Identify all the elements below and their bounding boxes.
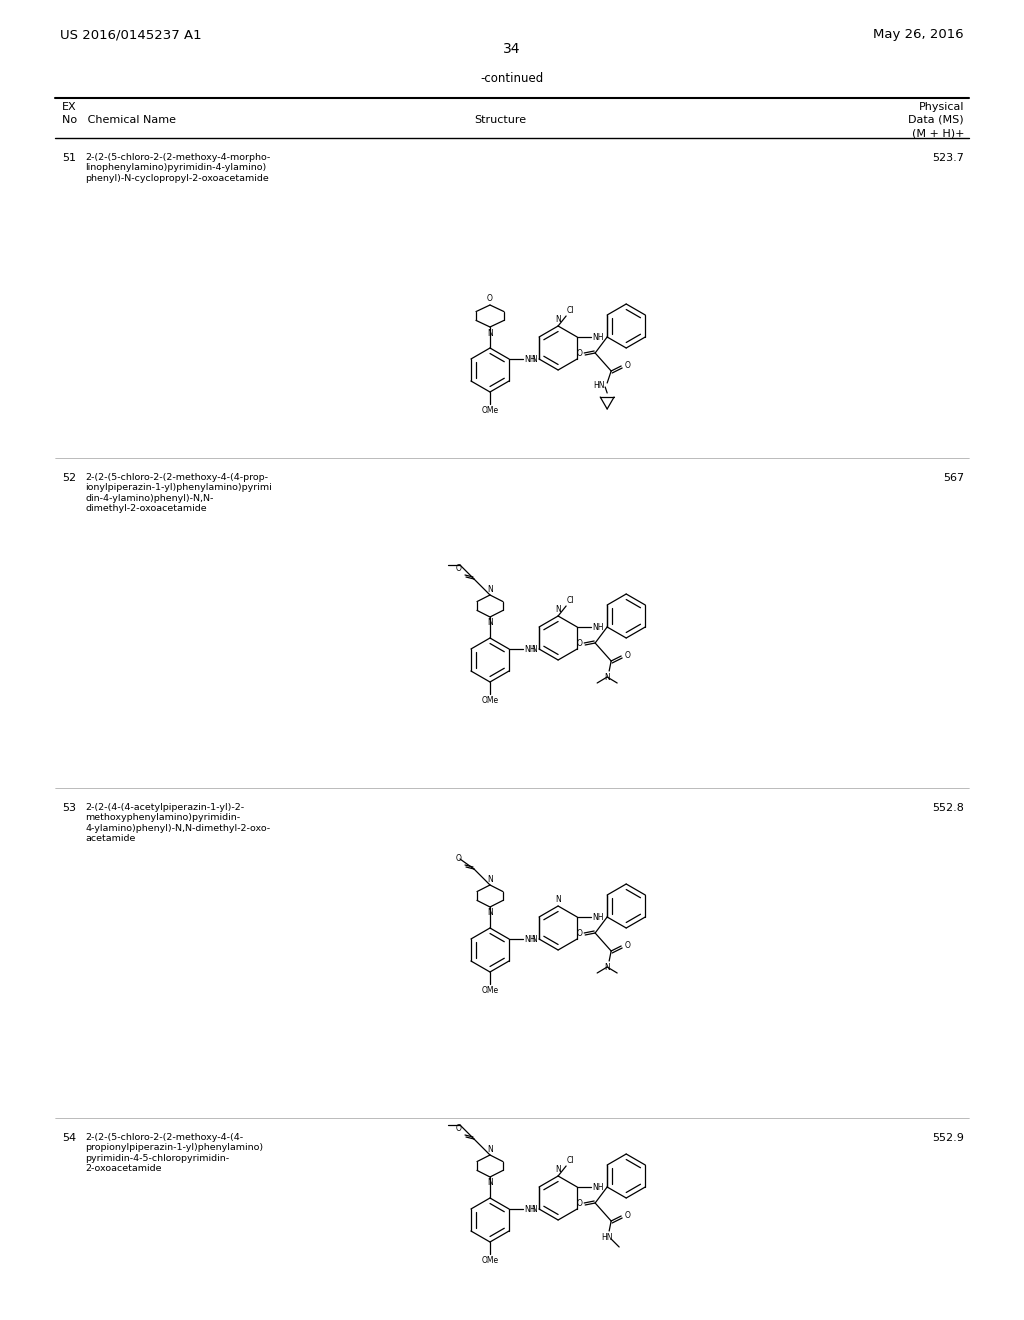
Text: Physical: Physical (919, 102, 964, 112)
Text: Cl: Cl (567, 306, 574, 315)
Text: N: N (604, 672, 610, 681)
Text: N: N (555, 605, 561, 614)
Text: O: O (456, 1125, 462, 1133)
Text: NH: NH (524, 644, 536, 653)
Text: OMe: OMe (481, 696, 499, 705)
Text: N: N (487, 329, 493, 338)
Text: HN: HN (601, 1233, 613, 1242)
Text: OMe: OMe (481, 986, 499, 995)
Text: 552.9: 552.9 (932, 1133, 964, 1143)
Text: NH: NH (592, 912, 604, 921)
Text: 51: 51 (62, 153, 76, 162)
Text: N: N (555, 315, 561, 323)
Text: NH: NH (592, 1183, 604, 1192)
Text: N: N (487, 618, 493, 627)
Text: 54: 54 (62, 1133, 76, 1143)
Text: N: N (487, 585, 493, 594)
Text: 34: 34 (503, 42, 521, 55)
Text: 2-(2-(5-chloro-2-(2-methoxy-4-(4-prop-
ionylpiperazin-1-yl)phenylamino)pyrimi
di: 2-(2-(5-chloro-2-(2-methoxy-4-(4-prop- i… (85, 473, 271, 513)
Text: O: O (625, 362, 630, 371)
Text: 52: 52 (62, 473, 76, 483)
Text: N: N (555, 1166, 561, 1173)
Text: N: N (487, 1144, 493, 1154)
Text: 2-(2-(5-chloro-2-(2-methoxy-4-(4-
propionylpiperazin-1-yl)phenylamino)
pyrimidin: 2-(2-(5-chloro-2-(2-methoxy-4-(4- propio… (85, 1133, 263, 1173)
Text: US 2016/0145237 A1: US 2016/0145237 A1 (60, 28, 202, 41)
Text: O: O (456, 854, 462, 863)
Text: NH: NH (592, 333, 604, 342)
Text: -continued: -continued (480, 73, 544, 84)
Text: Cl: Cl (567, 1156, 574, 1166)
Text: O: O (577, 928, 583, 937)
Text: EX: EX (62, 102, 77, 112)
Text: O: O (625, 941, 630, 950)
Text: O: O (456, 564, 462, 573)
Text: 2-(2-(4-(4-acetylpiperazin-1-yl)-2-
methoxyphenylamino)pyrimidin-
4-ylamino)phen: 2-(2-(4-(4-acetylpiperazin-1-yl)-2- meth… (85, 803, 270, 843)
Text: 552.8: 552.8 (932, 803, 964, 813)
Text: O: O (625, 1212, 630, 1221)
Text: Cl: Cl (567, 597, 574, 605)
Text: NH: NH (524, 355, 536, 363)
Text: N: N (604, 962, 610, 972)
Text: NH: NH (592, 623, 604, 631)
Text: Structure: Structure (474, 115, 526, 125)
Text: O: O (577, 639, 583, 648)
Text: O: O (487, 294, 493, 304)
Text: (M + H)+: (M + H)+ (911, 128, 964, 139)
Text: HN: HN (594, 380, 605, 389)
Text: O: O (577, 1199, 583, 1208)
Text: Data (MS): Data (MS) (908, 115, 964, 125)
Text: 53: 53 (62, 803, 76, 813)
Text: OMe: OMe (481, 1257, 499, 1265)
Text: N: N (555, 895, 561, 904)
Text: N: N (531, 644, 537, 653)
Text: N: N (487, 1177, 493, 1187)
Text: 2-(2-(5-chloro-2-(2-methoxy-4-morpho-
linophenylamino)pyrimidin-4-ylamino)
pheny: 2-(2-(5-chloro-2-(2-methoxy-4-morpho- li… (85, 153, 270, 182)
Text: May 26, 2016: May 26, 2016 (873, 28, 964, 41)
Text: O: O (625, 652, 630, 660)
Text: NH: NH (524, 1204, 536, 1213)
Text: OMe: OMe (481, 407, 499, 414)
Text: 523.7: 523.7 (932, 153, 964, 162)
Text: N: N (531, 935, 537, 944)
Text: N: N (531, 355, 537, 363)
Text: No   Chemical Name: No Chemical Name (62, 115, 176, 125)
Text: NH: NH (524, 935, 536, 944)
Text: 567: 567 (943, 473, 964, 483)
Text: N: N (531, 1204, 537, 1213)
Text: N: N (487, 875, 493, 884)
Text: O: O (577, 348, 583, 358)
Text: N: N (487, 908, 493, 917)
